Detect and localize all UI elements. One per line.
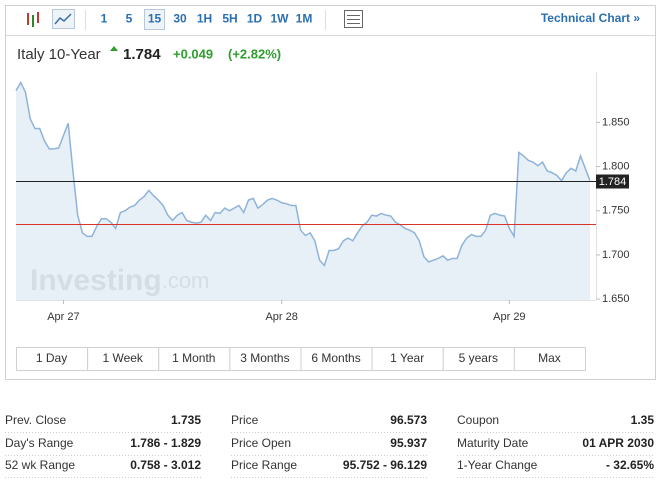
technical-chart-link[interactable]: Technical Chart » — [541, 11, 640, 25]
y-tick-label: 1.750 — [602, 205, 630, 217]
stat-value: 1.35 — [631, 413, 655, 427]
x-tick-label: Apr 28 — [265, 311, 297, 323]
up-arrow — [110, 46, 118, 51]
x-tick-label: Apr 29 — [493, 311, 525, 323]
stat-value: 01 APR 2030 — [582, 436, 654, 450]
price-line — [15, 81, 591, 268]
stat-value: 95.937 — [390, 436, 427, 450]
stat-value: 96.573 — [390, 413, 427, 427]
change: +0.049 — [173, 46, 213, 61]
table-icon[interactable] — [344, 10, 363, 28]
change-percent: (+2.82%) — [228, 46, 281, 61]
last-price: 1.784 — [123, 46, 161, 63]
interval-button[interactable]: 1D — [247, 12, 263, 26]
interval-button[interactable]: 1H — [197, 12, 212, 26]
line-icon-glyph — [54, 13, 72, 25]
range-button-label[interactable]: 1 Week — [102, 351, 143, 365]
stat-value: 0.758 - 3.012 — [130, 458, 201, 472]
range-button-label[interactable]: 1 Year — [390, 351, 424, 365]
interval-button[interactable]: 1W — [271, 12, 290, 26]
line-icon[interactable] — [52, 9, 75, 29]
stat-label: 52 wk Range — [5, 458, 75, 472]
range-button-label[interactable]: 1 Month — [172, 351, 215, 365]
stat-label: Day's Range — [5, 436, 74, 450]
interval-button[interactable]: 1M — [296, 12, 313, 26]
active-interval — [144, 9, 165, 30]
y-tick-label: 1.700 — [602, 249, 630, 261]
interval-button[interactable]: 5 — [126, 12, 133, 26]
y-tick-label: 1.800 — [602, 160, 630, 172]
interval-button[interactable]: 5H — [222, 12, 237, 26]
stat-value: 95.752 - 96.129 — [343, 458, 427, 472]
stat-label: Maturity Date — [457, 436, 529, 450]
price-tag — [596, 174, 629, 189]
range-button-label[interactable]: 1 Day — [36, 351, 67, 365]
interval-button[interactable]: 30 — [173, 12, 187, 26]
range-button-label[interactable]: 6 Months — [311, 351, 360, 365]
range-button[interactable] — [513, 347, 586, 371]
range-button-label[interactable]: 3 Months — [240, 351, 289, 365]
range-button-label[interactable]: Max — [538, 351, 561, 365]
x-tick-label: Apr 27 — [47, 311, 79, 323]
stat-label: Price Open — [231, 436, 291, 450]
range-button-label[interactable]: 5 years — [459, 351, 498, 365]
stat-value: 1.786 - 1.829 — [130, 436, 201, 450]
instrument-name: Italy 10-Year — [17, 46, 101, 63]
stat-label: Prev. Close — [5, 413, 66, 427]
stat-value: - 32.65% — [606, 458, 654, 472]
interval-button[interactable]: 1 — [101, 12, 108, 26]
y-tick-label: 1.850 — [602, 116, 630, 128]
stat-label: 1-Year Change — [457, 458, 538, 472]
stat-value: 1.735 — [171, 413, 201, 427]
stat-label: Price Range — [231, 458, 297, 472]
stat-label: Price — [231, 413, 259, 427]
area — [16, 82, 590, 300]
interval-button[interactable]: 15 — [148, 12, 162, 26]
y-tick-label: 1.650 — [602, 293, 630, 305]
stat-label: Coupon — [457, 413, 499, 427]
candles-icon[interactable] — [27, 12, 39, 27]
price-tag-label: 1.784 — [599, 176, 627, 188]
